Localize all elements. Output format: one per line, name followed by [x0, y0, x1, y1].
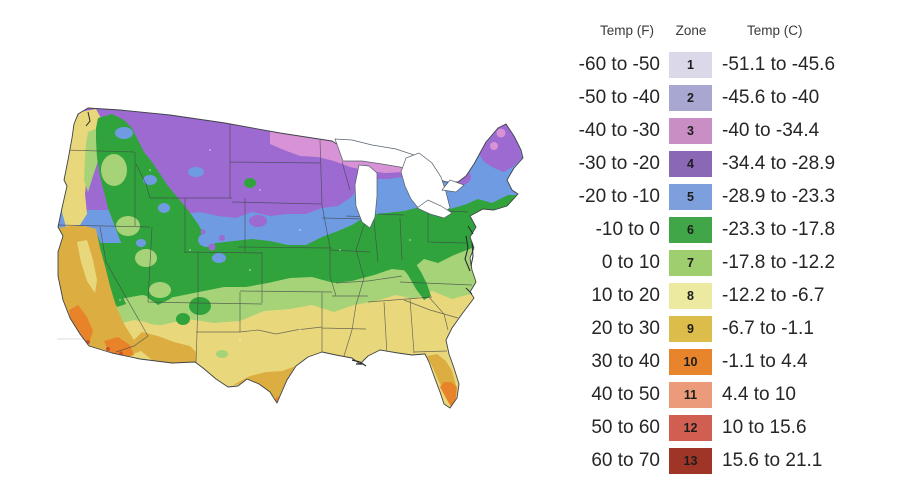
- legend-rows: -60 to -50 1 -51.1 to -45.6 -50 to -40 2…: [572, 48, 852, 477]
- zone-number: 12: [683, 420, 698, 435]
- zone-swatch: 2: [669, 84, 712, 111]
- zone-swatch: 6: [669, 216, 712, 243]
- zone-swatch: 9: [669, 315, 712, 342]
- legend-row: 0 to 10 7 -17.8 to -12.2: [572, 246, 852, 279]
- zone-swatch: 1: [669, 51, 712, 78]
- temp-f: -50 to -40: [578, 86, 660, 108]
- legend-row: 40 to 50 11 4.4 to 10: [572, 378, 852, 411]
- legend-row: -10 to 0 6 -23.3 to -17.8: [572, 213, 852, 246]
- zone-swatch: 7: [669, 249, 712, 276]
- zone-number: 6: [687, 222, 694, 237]
- temp-f: -30 to -20: [578, 152, 660, 174]
- zone-number: 8: [687, 288, 694, 303]
- temp-c: -17.8 to -12.2: [722, 251, 836, 273]
- temp-c: 10 to 15.6: [722, 416, 807, 438]
- temp-f: -20 to -10: [578, 185, 660, 207]
- legend-row: -60 to -50 1 -51.1 to -45.6: [572, 48, 852, 81]
- legend-row: -20 to -10 5 -28.9 to -23.3: [572, 180, 852, 213]
- temp-c: -12.2 to -6.7: [722, 284, 825, 306]
- header-zone: Zone: [675, 23, 707, 38]
- header-temp-f: Temp (F): [600, 23, 654, 38]
- zone-swatch: 3: [669, 117, 712, 144]
- zone-number: 11: [683, 387, 698, 402]
- zone-swatch: 5: [669, 183, 712, 210]
- zone-number: 9: [687, 321, 694, 336]
- legend-row: -50 to -40 2 -45.6 to -40: [572, 81, 852, 114]
- header-temp-c: Temp (C): [747, 23, 803, 38]
- zone-legend: Temp (F) Zone Temp (C) -60 to -50 1 -51.…: [572, 24, 852, 477]
- temp-f: 0 to 10: [601, 251, 660, 273]
- lake-ontario: [441, 179, 465, 193]
- legend-row: 10 to 20 8 -12.2 to -6.7: [572, 279, 852, 312]
- temp-c: -23.3 to -17.8: [722, 218, 836, 240]
- state-borders: [58, 122, 473, 365]
- temp-c: -51.1 to -45.6: [722, 53, 836, 75]
- map-noise: [119, 149, 411, 341]
- zone-swatch: 11: [669, 381, 712, 408]
- temp-f: -10 to 0: [595, 218, 660, 240]
- great-lakes: [334, 138, 465, 229]
- zone-swatch: 12: [669, 414, 712, 441]
- us-outline: [57, 107, 524, 409]
- zone-number: 10: [683, 354, 698, 369]
- temp-f: -60 to -50: [578, 53, 660, 75]
- temp-c: 15.6 to 21.1: [722, 449, 823, 471]
- temp-f: -40 to -30: [578, 119, 660, 141]
- temp-c: -40 to -34.4: [722, 119, 820, 141]
- map-svg: [57, 107, 524, 409]
- temp-f: 50 to 60: [591, 416, 660, 438]
- legend-header: Temp (F) Zone Temp (C): [572, 24, 852, 38]
- temp-c: -45.6 to -40: [722, 86, 820, 108]
- zone-number: 1: [687, 57, 694, 72]
- zone-swatch: 13: [669, 447, 712, 474]
- zone-number: 13: [683, 453, 698, 468]
- us-hardiness-map: [57, 107, 524, 409]
- lake-erie: [416, 199, 453, 219]
- zone-fills: [58, 108, 523, 408]
- legend-row: -30 to -20 4 -34.4 to -28.9: [572, 147, 852, 180]
- temp-c: 4.4 to 10: [722, 383, 796, 405]
- zone-swatch: 8: [669, 282, 712, 309]
- temp-f: 10 to 20: [591, 284, 660, 306]
- temp-f: 20 to 30: [591, 317, 660, 339]
- lake-michigan: [354, 164, 378, 229]
- legend-row: 20 to 30 9 -6.7 to -1.1: [572, 312, 852, 345]
- zone-number: 3: [687, 123, 694, 138]
- temp-f: 40 to 50: [591, 383, 660, 405]
- zone-number: 7: [687, 255, 694, 270]
- temp-c: -6.7 to -1.1: [722, 317, 814, 339]
- legend-row: 50 to 60 12 10 to 15.6: [572, 411, 852, 444]
- temp-f: 30 to 40: [591, 350, 660, 372]
- legend-row: -40 to -30 3 -40 to -34.4: [572, 114, 852, 147]
- temp-c: -1.1 to 4.4: [722, 350, 808, 372]
- coastal-details: [85, 111, 474, 367]
- zone-number: 2: [687, 90, 694, 105]
- zone-number: 4: [687, 156, 694, 171]
- legend-row: 30 to 40 10 -1.1 to 4.4: [572, 345, 852, 378]
- temp-f: 60 to 70: [591, 449, 660, 471]
- zone-swatch: 10: [669, 348, 712, 375]
- temp-c: -34.4 to -28.9: [722, 152, 836, 174]
- legend-row: 60 to 70 13 15.6 to 21.1: [572, 444, 852, 477]
- zone-swatch: 4: [669, 150, 712, 177]
- temp-c: -28.9 to -23.3: [722, 185, 836, 207]
- zone-number: 5: [687, 189, 694, 204]
